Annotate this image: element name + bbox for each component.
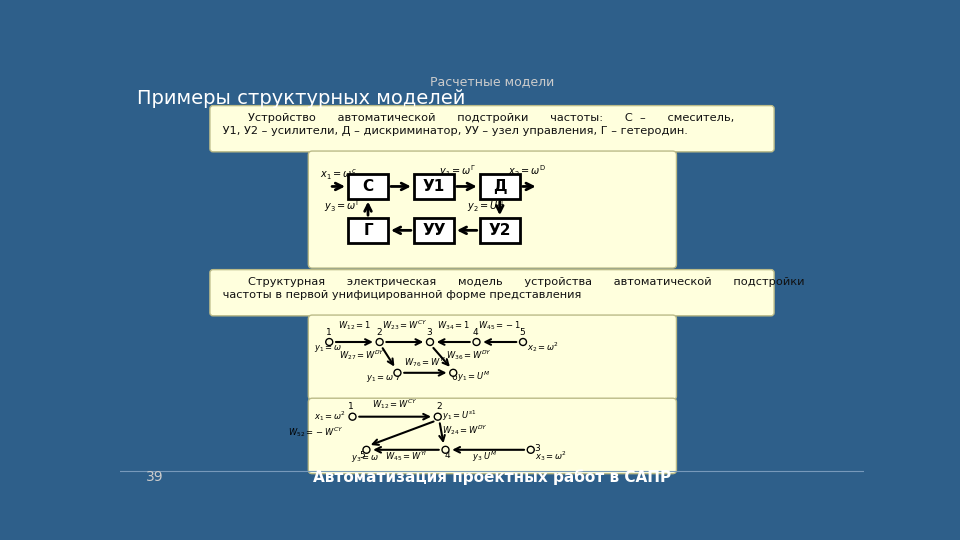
Text: У1, У2 – усилители, Д – дискриминатор, УУ – узел управления, Г – гетеродин.: У1, У2 – усилители, Д – дискриминатор, У…: [219, 126, 688, 136]
Text: 39: 39: [146, 470, 164, 484]
Text: $W_{76}=W^{YI}$: $W_{76}=W^{YI}$: [404, 355, 446, 369]
Text: $W_{36}=W^{DY}$: $W_{36}=W^{DY}$: [445, 348, 492, 362]
Text: Примеры структурных моделей: Примеры структурных моделей: [137, 90, 466, 109]
Circle shape: [474, 340, 479, 344]
Text: 4: 4: [444, 451, 450, 460]
Text: $W_{52}=-W^{CY}$: $W_{52}=-W^{CY}$: [288, 425, 344, 439]
Text: частоты в первой унифицированной форме представления: частоты в первой унифицированной форме п…: [219, 289, 582, 300]
Text: 2: 2: [376, 328, 382, 337]
Text: 3: 3: [534, 444, 540, 454]
Circle shape: [327, 340, 331, 344]
Text: Автоматизация проектных работ в САПР: Автоматизация проектных работ в САПР: [313, 469, 671, 484]
Circle shape: [473, 339, 480, 346]
Circle shape: [434, 413, 442, 420]
Text: 7: 7: [394, 374, 399, 382]
Circle shape: [436, 415, 440, 419]
Text: $y_3\; U^M$: $y_3\; U^M$: [471, 449, 497, 464]
Circle shape: [529, 448, 533, 452]
Text: $y_3 = \omega^{\Gamma}$: $y_3 = \omega^{\Gamma}$: [324, 198, 361, 213]
FancyBboxPatch shape: [348, 174, 388, 199]
FancyBboxPatch shape: [480, 218, 520, 242]
Text: $y_1=\omega$: $y_1=\omega$: [314, 343, 342, 354]
Text: 1: 1: [325, 328, 331, 337]
FancyBboxPatch shape: [414, 174, 454, 199]
Circle shape: [450, 369, 457, 376]
Text: $W_{27}=W^{DY}$: $W_{27}=W^{DY}$: [339, 348, 385, 362]
Text: $W_{12}=1$: $W_{12}=1$: [338, 320, 371, 333]
Text: $W_{23}=W^{CY}$: $W_{23}=W^{CY}$: [382, 319, 427, 333]
Text: Д: Д: [493, 179, 507, 194]
Text: У1: У1: [422, 179, 445, 194]
Text: $y_1=U^{s1}$: $y_1=U^{s1}$: [443, 409, 477, 423]
Circle shape: [365, 448, 369, 452]
Text: 4: 4: [473, 328, 478, 337]
Circle shape: [325, 339, 333, 346]
Text: $x_3=\omega^2$: $x_3=\omega^2$: [536, 449, 567, 463]
Circle shape: [451, 371, 455, 375]
FancyBboxPatch shape: [414, 218, 454, 242]
FancyBboxPatch shape: [308, 398, 677, 474]
Circle shape: [527, 447, 534, 453]
Text: $W_{45}=W^{YI}$: $W_{45}=W^{YI}$: [385, 449, 427, 463]
Circle shape: [350, 415, 354, 419]
Text: $W_{12}=W^{CY}$: $W_{12}=W^{CY}$: [372, 397, 418, 411]
FancyBboxPatch shape: [308, 151, 677, 268]
Text: Расчетные модели: Расчетные модели: [430, 75, 554, 88]
Circle shape: [349, 413, 356, 420]
Text: 5: 5: [359, 451, 365, 460]
Text: $y_1=\omega$: $y_1=\omega$: [366, 374, 394, 384]
Text: С: С: [363, 179, 373, 194]
Circle shape: [442, 447, 449, 453]
Text: 3: 3: [426, 328, 432, 337]
Text: $x_2=\omega^2$: $x_2=\omega^2$: [527, 340, 559, 354]
Text: $W_{24}=W^{DY}$: $W_{24}=W^{DY}$: [443, 423, 488, 437]
Text: 1: 1: [348, 402, 354, 411]
Circle shape: [426, 339, 434, 346]
Text: $y_1 = \omega^{\Gamma}$: $y_1 = \omega^{\Gamma}$: [440, 163, 476, 179]
Circle shape: [376, 339, 383, 346]
Circle shape: [394, 369, 401, 376]
Text: Устройство      автоматической      подстройки      частоты:      С  –      смес: Устройство автоматической подстройки час…: [219, 113, 734, 123]
Text: $y_3=\omega$: $y_3=\omega$: [350, 453, 379, 464]
Circle shape: [363, 447, 370, 453]
Text: 6: 6: [451, 374, 457, 382]
Circle shape: [396, 371, 399, 375]
Text: $W_{34}=1$: $W_{34}=1$: [437, 320, 469, 333]
Text: У2: У2: [489, 223, 511, 238]
Text: Структурная      электрическая      модель      устройства      автоматической  : Структурная электрическая модель устройс…: [219, 278, 804, 287]
Text: $x_2 = \omega^{\rm D}$: $x_2 = \omega^{\rm D}$: [508, 163, 545, 179]
Text: $W_{45}=-1$: $W_{45}=-1$: [478, 320, 521, 333]
Text: $x_1 = \omega^c$: $x_1 = \omega^c$: [320, 167, 357, 182]
FancyBboxPatch shape: [308, 315, 677, 400]
Circle shape: [521, 340, 525, 344]
Text: 2: 2: [437, 402, 443, 411]
Circle shape: [519, 339, 526, 346]
FancyBboxPatch shape: [348, 218, 388, 242]
Text: 5: 5: [519, 328, 525, 337]
Circle shape: [428, 340, 432, 344]
FancyBboxPatch shape: [210, 269, 774, 316]
Circle shape: [377, 340, 382, 344]
Text: $y_2 = U^{\rm Д}$: $y_2 = U^{\rm Д}$: [468, 198, 505, 213]
Text: $x_1=\omega^2$: $x_1=\omega^2$: [314, 409, 347, 423]
Circle shape: [444, 448, 447, 452]
Text: УУ: УУ: [422, 223, 445, 238]
Text: Г: Г: [363, 223, 372, 238]
Text: $y_1=U^M$: $y_1=U^M$: [457, 370, 491, 384]
FancyBboxPatch shape: [210, 106, 774, 152]
FancyBboxPatch shape: [480, 174, 520, 199]
